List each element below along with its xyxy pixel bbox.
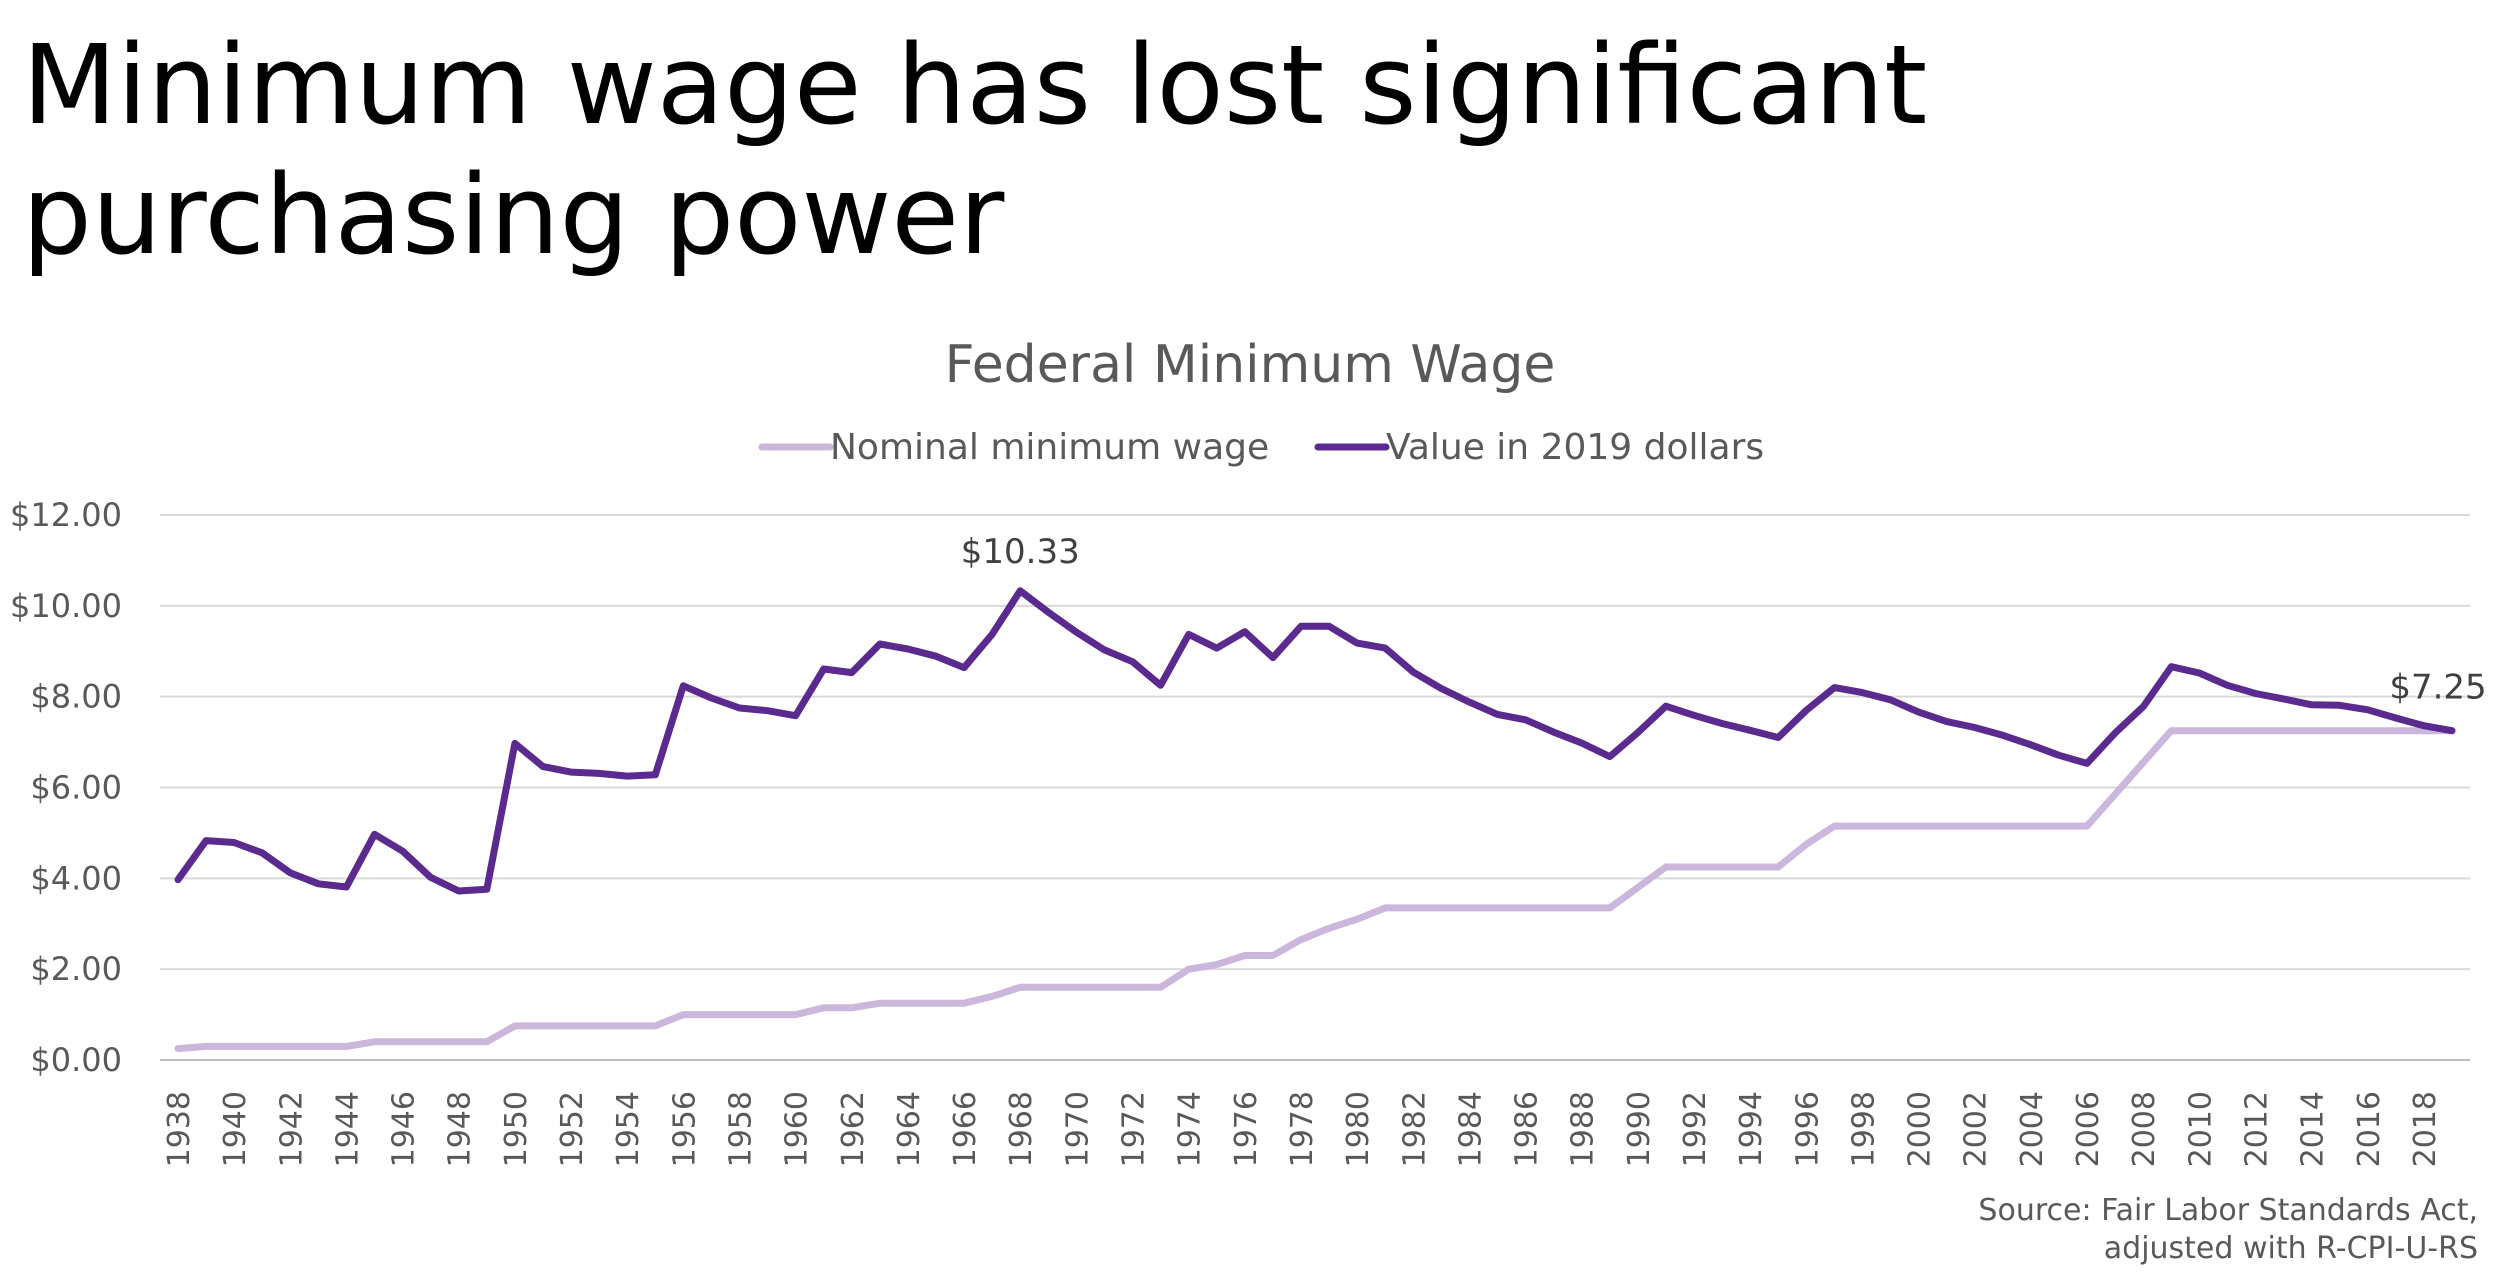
x-tick-label: 2004 [2015, 1091, 2050, 1167]
x-tick-label: 1958 [723, 1091, 758, 1167]
x-axis-tick-labels: 1938 1940 1942 1944 1946 1948 1950 1952 1954 1956… [162, 1091, 2443, 1167]
data-labels: $10.33 $7.25 [961, 532, 2487, 708]
x-tick-label: 2018 [2408, 1091, 2443, 1167]
x-tick-label: 1974 [1173, 1091, 1208, 1167]
x-tick-label: 1988 [1566, 1091, 1601, 1167]
x-tick-label: 1946 [387, 1091, 422, 1167]
y-tick-label: $10.00 [10, 587, 122, 625]
series-line-nominal [174, 727, 2456, 1053]
x-tick-label: 2006 [2071, 1091, 2106, 1167]
x-tick-label: 1960 [780, 1091, 815, 1167]
x-tick-label: 1964 [892, 1091, 927, 1167]
x-tick-label: 1986 [1510, 1091, 1545, 1167]
y-tick-label: $0.00 [30, 1041, 122, 1079]
x-tick-label: 1980 [1341, 1091, 1376, 1167]
source-note: Source: Fair Labor Standards Act, adjust… [1978, 1192, 2478, 1268]
x-tick-label: 1942 [274, 1091, 309, 1167]
x-tick-label: 1996 [1790, 1091, 1825, 1167]
x-tick-label: 1976 [1229, 1091, 1264, 1167]
slide-title: Minimum wage has lost significant purcha… [22, 20, 2422, 280]
series-line-real [174, 587, 2456, 895]
y-tick-label: $8.00 [30, 678, 122, 716]
x-tick-label: 2008 [2127, 1091, 2162, 1167]
x-tick-label: 2014 [2296, 1091, 2331, 1167]
x-tick-label: 2002 [1959, 1091, 1994, 1167]
legend-label: Value in 2019 dollars [1386, 427, 1764, 468]
chart-title: Federal Minimum Wage [945, 335, 1556, 395]
y-tick-label: $4.00 [30, 859, 122, 897]
x-tick-label: 1998 [1846, 1091, 1881, 1167]
x-tick-label: 1956 [667, 1091, 702, 1167]
x-tick-label: 2012 [2239, 1091, 2274, 1167]
x-tick-label: 2010 [2183, 1091, 2218, 1167]
series-lines [174, 587, 2456, 1053]
x-tick-label: 2000 [1903, 1091, 1938, 1167]
x-tick-label: 1994 [1734, 1091, 1769, 1167]
x-tick-label: 1970 [1060, 1091, 1095, 1167]
x-tick-label: 1962 [836, 1091, 871, 1167]
x-tick-label: 1952 [555, 1091, 590, 1167]
x-tick-label: 1990 [1622, 1091, 1657, 1167]
x-tick-label: 1984 [1453, 1091, 1488, 1167]
x-tick-label: 1940 [218, 1091, 253, 1167]
x-tick-label: 1954 [611, 1091, 646, 1167]
y-tick-label: $6.00 [30, 769, 122, 807]
x-tick-label: 1944 [330, 1091, 365, 1167]
legend-label: Nominal minimum wage [830, 427, 1269, 468]
x-tick-label: 1948 [443, 1091, 478, 1167]
data-label: $7.25 [2389, 668, 2486, 708]
gridlines [160, 514, 2470, 1061]
x-tick-label: 1978 [1285, 1091, 1320, 1167]
source-line-1: Source: Fair Labor Standards Act, [1978, 1193, 2478, 1228]
y-tick-label: $2.00 [30, 950, 122, 988]
source-line-2: adjusted with R-CPI-U-RS [2103, 1231, 2478, 1266]
x-tick-label: 1972 [1117, 1091, 1152, 1167]
slide-title-line-1: Minimum wage has lost significant [22, 21, 1928, 149]
x-tick-label: 1950 [499, 1091, 534, 1167]
x-tick-label: 2016 [2352, 1091, 2387, 1167]
x-tick-label: 1938 [162, 1091, 197, 1167]
x-tick-label: 1966 [948, 1091, 983, 1167]
x-tick-label: 1968 [1004, 1091, 1039, 1167]
y-tick-label: $12.00 [10, 496, 122, 534]
legend: Nominal minimum wage Value in 2019 dollar… [758, 427, 1764, 468]
x-tick-label: 1982 [1397, 1091, 1432, 1167]
data-label: $10.33 [961, 532, 1080, 572]
y-axis-tick-labels: $0.00 $2.00 $4.00 $6.00 $8.00 $10.00 $12.00 [10, 496, 122, 1079]
x-tick-label: 1992 [1678, 1091, 1713, 1167]
slide-title-line-2: purchasing power [22, 151, 1005, 279]
